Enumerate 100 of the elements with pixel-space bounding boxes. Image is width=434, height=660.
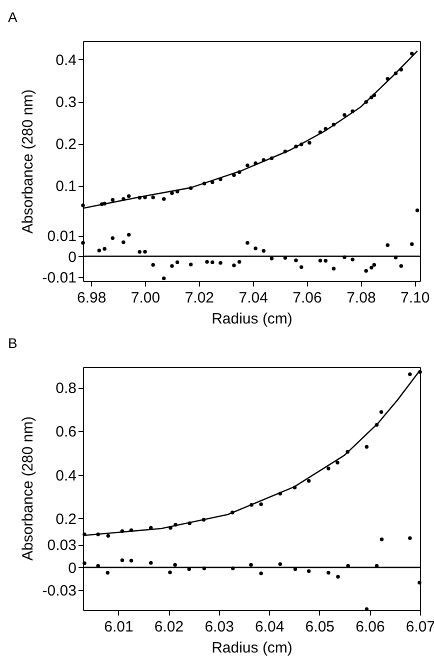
point [170,264,174,268]
x-tick-label: 7.02 [184,290,214,306]
y-tick-label: 0 [68,248,76,266]
point [300,265,304,270]
point [386,243,390,247]
point [408,372,412,376]
point [249,562,253,567]
point [122,240,126,244]
y-tick-label: 0.8 [56,380,76,398]
x-axis-title: Radius (cm) [212,310,292,328]
point [102,246,106,251]
chart-title: B [8,335,18,351]
y-tick-label: 0.03 [47,537,76,554]
point [254,246,258,250]
y-tick-label: 0.2 [56,510,76,528]
point [410,242,414,246]
point [97,248,102,252]
point [173,562,177,567]
point [372,263,376,267]
point [418,580,422,584]
point [364,269,368,273]
point [259,571,263,576]
point [399,264,403,268]
point [120,558,124,562]
y-tick-label: 0 [68,560,76,577]
point [162,197,166,201]
point [129,558,134,562]
y-tick-label: 0.4 [56,467,76,484]
point [110,198,115,202]
x-tick-label: 6.04 [255,618,284,636]
y-axis-title: Absorbance (280 nm) [20,89,37,234]
y-tick-label: 0.01 [47,228,76,246]
x-tick-label: 6.98 [76,290,106,306]
point [364,445,369,449]
x-tick-label: 7.10 [400,290,430,306]
point [326,466,330,470]
point [306,569,311,573]
x-tick-label: 7.08 [346,290,376,306]
point [324,258,328,263]
point [82,561,86,566]
point [237,260,242,264]
x-axis-title: Radius (cm) [212,640,292,656]
point [81,240,85,245]
point [170,191,174,196]
point [415,208,420,212]
point [162,276,166,280]
y-tick-label: 0.2 [56,136,76,154]
point [143,250,147,254]
y-tick-label: 0.4 [56,52,76,69]
point [246,240,250,245]
point [149,560,153,565]
point [126,232,131,237]
x-tick-label: 6.07 [406,618,434,636]
point [410,52,414,56]
point [151,195,155,200]
x-tick-label: 6.01 [104,618,134,636]
point [270,256,274,260]
point [188,262,193,266]
point [408,536,412,540]
x-tick-label: 7.06 [292,290,322,306]
point [138,250,142,254]
point [175,260,180,264]
point [262,249,266,253]
point [246,164,250,168]
y-tick-label: 0.1 [56,178,76,196]
chart-title: A [8,9,18,25]
point [332,266,336,270]
point [106,534,110,538]
y-tick-label: -0.03 [42,582,76,600]
point [168,570,172,574]
point [278,562,282,566]
point [151,263,155,267]
point [210,260,214,264]
x-tick-label: 7.04 [238,290,268,306]
point [370,266,374,270]
point [326,570,330,575]
x-tick-label: 6.05 [305,618,335,636]
point [342,113,346,117]
x-tick-label: 6.06 [356,618,385,636]
x-tick-label: 6.02 [154,618,184,636]
point [336,574,340,579]
point [205,260,209,264]
point [350,258,354,262]
point [110,236,115,240]
x-tick-label: 6.03 [204,618,234,636]
point [308,140,312,145]
y-tick-label: 0.6 [56,424,76,441]
point [81,203,85,208]
point [126,194,131,198]
y-tick-label: -0.01 [42,269,76,286]
point [294,258,298,262]
point [306,479,311,483]
point [259,502,263,506]
point [379,410,384,414]
y-tick-label: 0.3 [56,94,76,112]
point [232,263,236,268]
point [218,260,222,265]
point [232,173,236,177]
point [336,460,340,464]
y-axis-title: Absorbance (280 nm) [20,416,37,561]
